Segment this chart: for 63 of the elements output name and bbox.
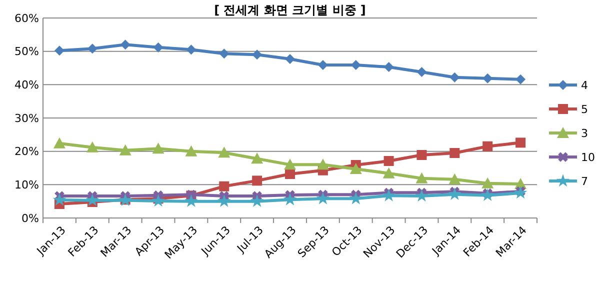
y-tick-label: 40%: [14, 78, 39, 92]
point: [316, 192, 330, 204]
point: [384, 62, 394, 72]
point: [54, 46, 64, 56]
point: [119, 144, 132, 156]
point: [415, 189, 428, 202]
point: [250, 194, 264, 207]
chart-title: [ 전세계 화면 크기별 비중 ]: [214, 3, 366, 17]
point: [416, 150, 427, 160]
point: [52, 193, 66, 206]
point: [152, 194, 165, 207]
point: [219, 48, 230, 59]
point: [53, 137, 66, 148]
point: [87, 44, 98, 54]
y-tick-label: 50%: [14, 45, 39, 58]
point: [482, 177, 494, 188]
point: [284, 158, 296, 170]
point: [316, 158, 329, 170]
point: [450, 148, 460, 158]
point: [86, 193, 100, 206]
legend-label: 5: [581, 102, 588, 116]
point: [283, 192, 297, 206]
point: [217, 194, 231, 207]
legend-label: 4: [581, 78, 588, 92]
point: [416, 172, 428, 184]
point: [450, 72, 460, 82]
point: [184, 194, 198, 207]
point: [152, 142, 164, 154]
legend-label: 3: [581, 126, 588, 140]
point: [120, 40, 130, 50]
point: [86, 141, 98, 152]
point: [448, 173, 461, 184]
point: [349, 192, 363, 204]
point: [153, 42, 164, 52]
point: [285, 54, 295, 64]
point: [514, 186, 528, 199]
point: [350, 163, 362, 174]
point: [251, 152, 264, 164]
point: [218, 146, 230, 158]
y-tick-label: 0%: [22, 212, 39, 225]
point: [482, 73, 493, 84]
y-tick-label: 30%: [14, 112, 39, 125]
point: [384, 156, 394, 166]
point: [318, 60, 328, 70]
point: [516, 74, 526, 84]
point: [285, 169, 295, 179]
point: [186, 44, 196, 55]
point: [219, 181, 230, 192]
legend-label: 10: [581, 150, 595, 164]
point: [252, 176, 262, 186]
point: [448, 187, 462, 200]
point: [252, 50, 262, 60]
point: [480, 188, 494, 201]
point: [516, 138, 526, 148]
y-tick-label: 10%: [14, 178, 39, 192]
point: [382, 167, 395, 178]
point: [482, 141, 493, 152]
y-tick-label: 20%: [14, 145, 39, 158]
point: [185, 145, 198, 156]
point: [416, 67, 427, 77]
point: [382, 188, 396, 202]
y-tick-label: 60%: [14, 12, 39, 25]
legend-label: 7: [581, 174, 588, 188]
